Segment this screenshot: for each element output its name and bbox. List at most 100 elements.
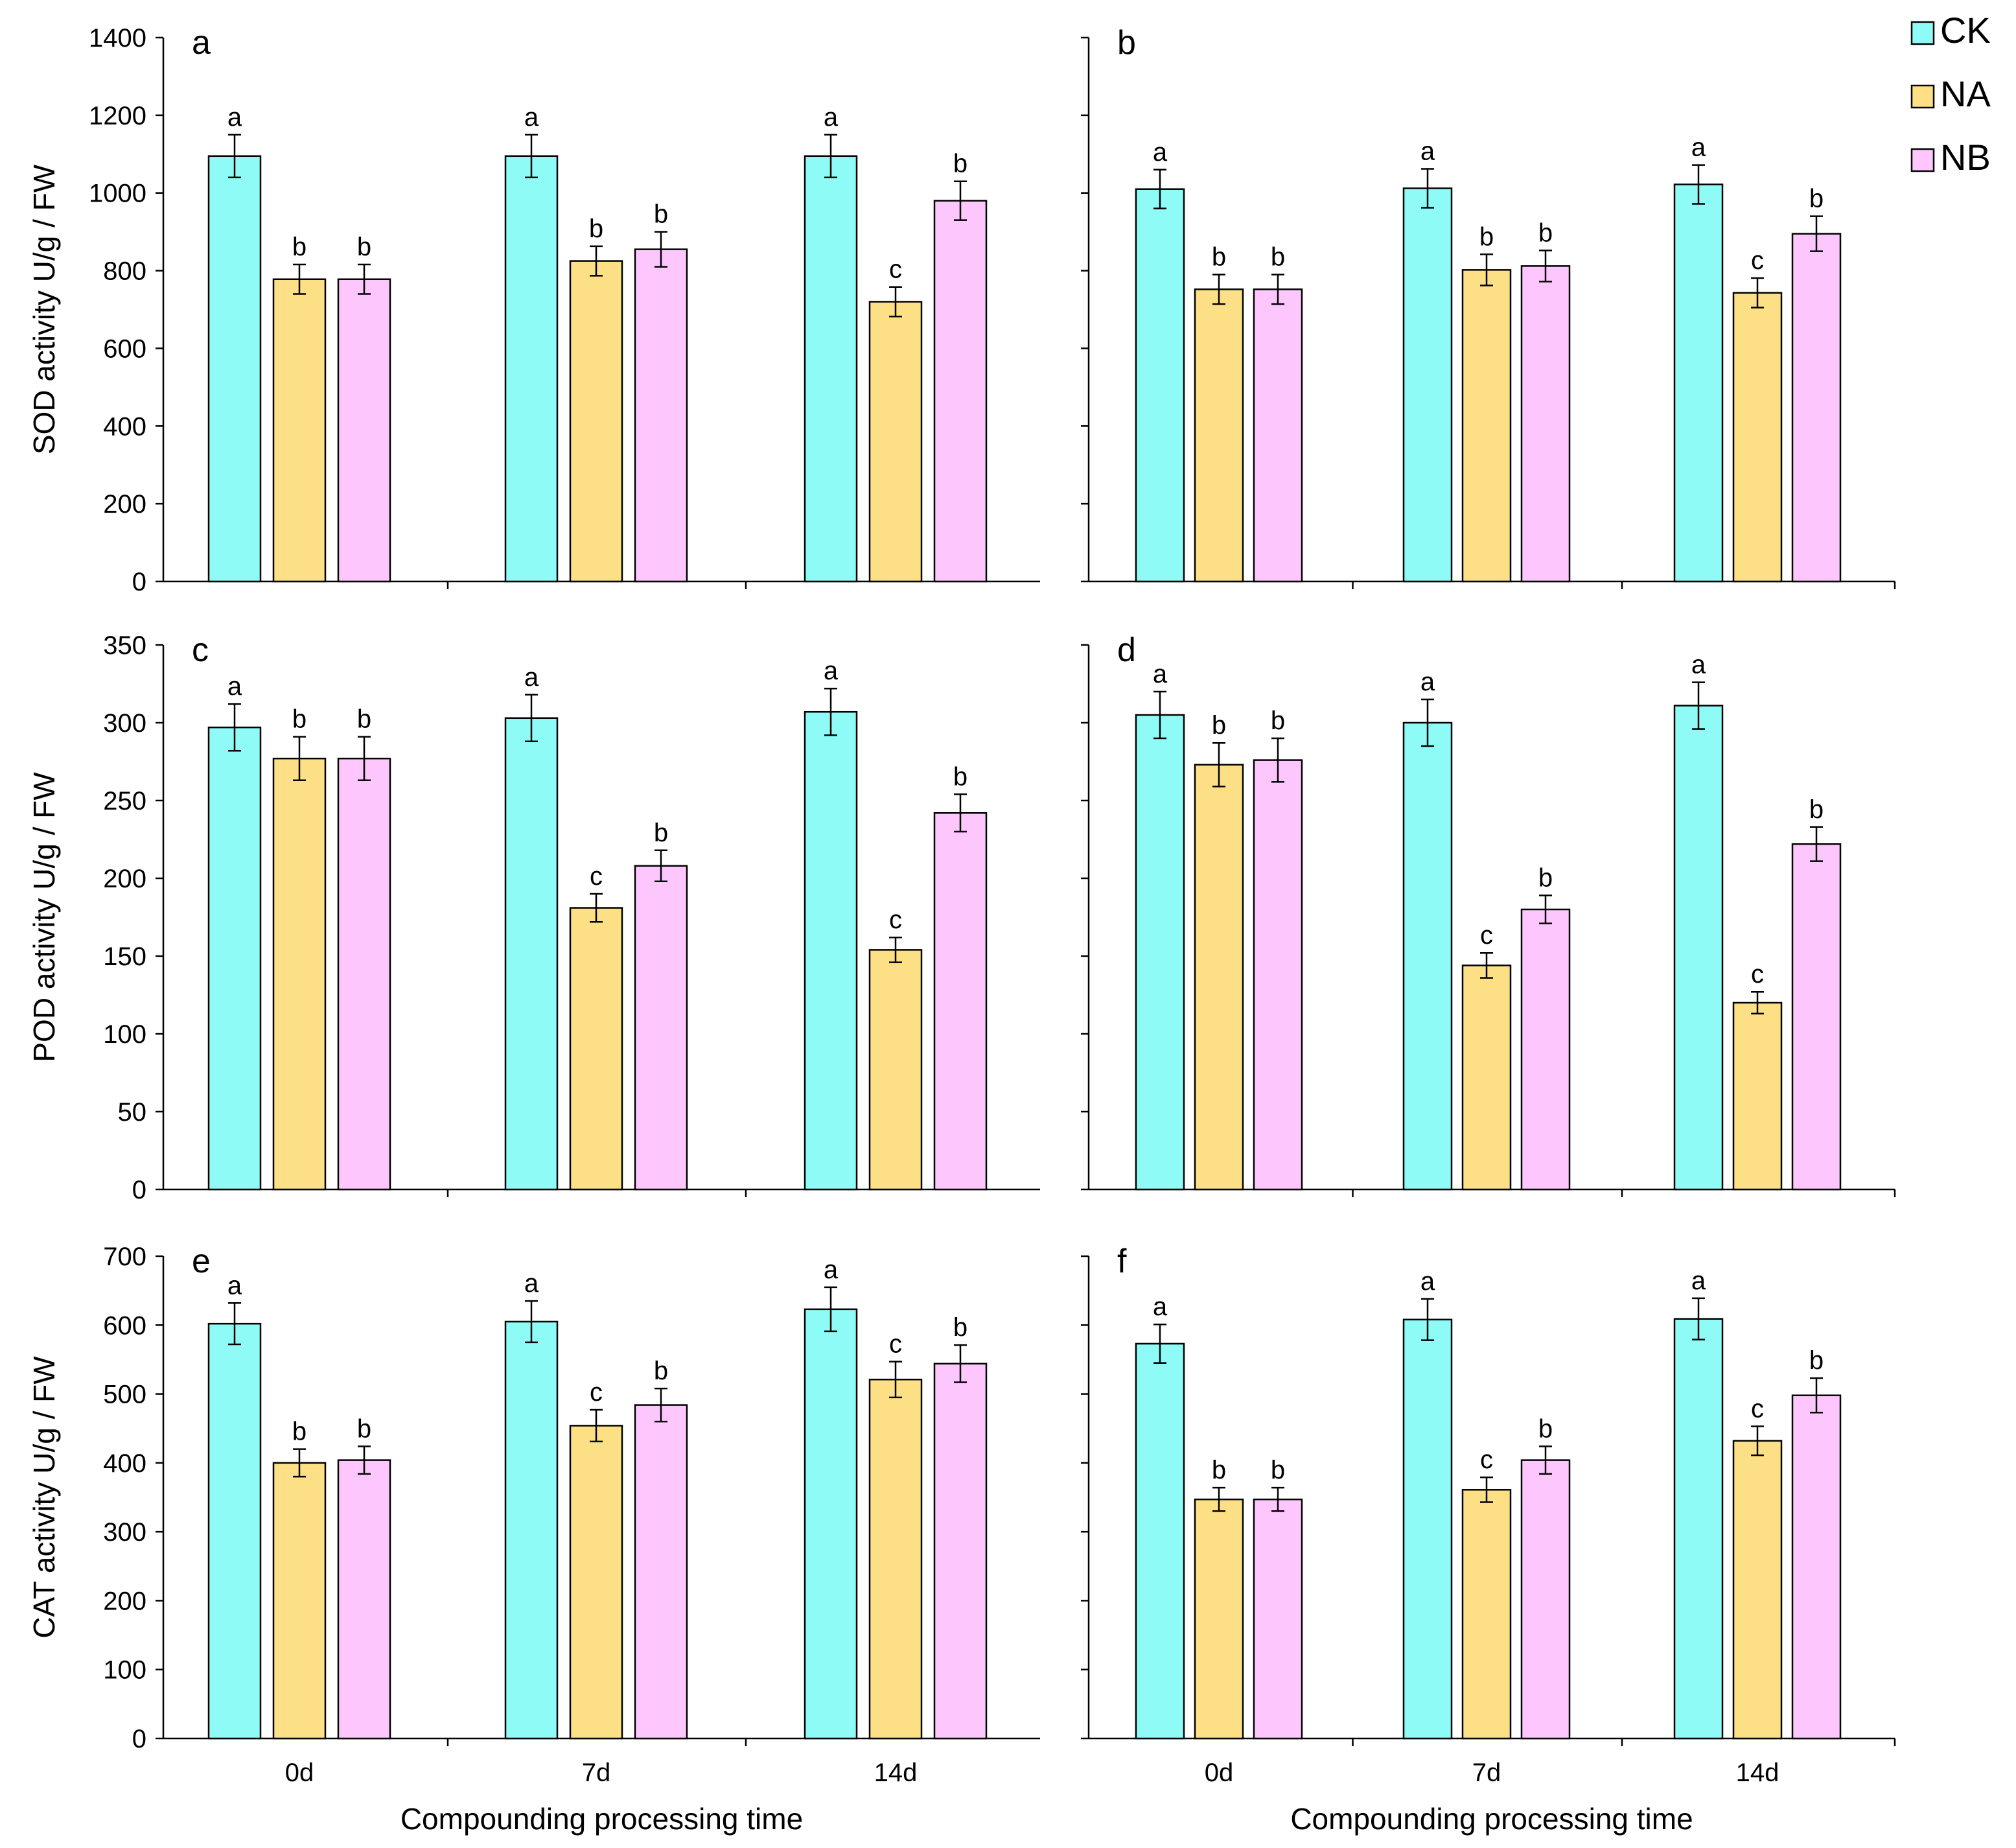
significance-letter: b <box>1271 1456 1285 1484</box>
bar-nb-14d <box>933 812 988 1191</box>
bar-nb-7d <box>1520 908 1571 1191</box>
y-tick-label: 700 <box>103 1243 146 1271</box>
error-bar <box>1421 698 1434 747</box>
panel-c: 0 50 100 150 200 250 300 350 POD activity U/g / … <box>27 631 1040 1204</box>
significance-letter: b <box>357 705 371 734</box>
significance-letter: b <box>292 1418 307 1446</box>
error-bar <box>1212 274 1225 305</box>
bar-na-14d <box>868 301 923 583</box>
bar-na-7d <box>1461 965 1512 1191</box>
significance-letter: a <box>1691 134 1706 162</box>
bar-na-0d <box>272 278 327 583</box>
significance-letter: a <box>824 657 839 685</box>
bar-ck-14d <box>1673 1318 1724 1740</box>
error-bar <box>1271 737 1284 783</box>
y-tick-label: 400 <box>103 1449 146 1478</box>
significance-letter: a <box>1691 651 1706 679</box>
error-bar <box>1480 1476 1493 1503</box>
bar-nb-0d <box>1253 759 1303 1191</box>
legend-swatch <box>1910 84 1935 109</box>
bar-ck-7d <box>1402 1318 1453 1740</box>
bar-na-14d <box>1732 1440 1783 1740</box>
bar-ck-14d <box>804 155 858 583</box>
error-bar <box>590 1409 603 1443</box>
significance-letter: c <box>889 1330 902 1359</box>
error-bar <box>293 263 306 295</box>
y-tick-label: 500 <box>103 1381 146 1409</box>
bar-na-7d <box>569 1425 623 1740</box>
y-tick-label: 0 <box>132 1725 146 1753</box>
significance-letter: b <box>953 1313 967 1342</box>
significance-letter: c <box>889 255 902 284</box>
significance-letter: b <box>654 1357 668 1385</box>
significance-letter: c <box>1751 246 1764 275</box>
error-bar <box>590 245 603 277</box>
bar-ck-7d <box>504 155 559 583</box>
x-axis-title: Compounding processing time <box>1290 1802 1693 1836</box>
significance-letter: b <box>1212 711 1226 740</box>
y-tick-label: 350 <box>103 631 146 660</box>
significance-letter: b <box>589 215 603 243</box>
legend-label: NB <box>1940 137 1991 178</box>
error-bar <box>1751 1425 1764 1456</box>
x-tick-label: 14d <box>1736 1759 1779 1787</box>
significance-letter: a <box>1153 138 1168 167</box>
significance-letter: c <box>1751 960 1764 988</box>
bar-nb-7d <box>634 248 688 583</box>
bar-ck-0d <box>1135 714 1185 1191</box>
error-bar <box>824 687 837 736</box>
error-bar <box>1539 1445 1552 1475</box>
error-bar <box>1212 742 1225 788</box>
y-tick-label: 1200 <box>89 102 146 130</box>
error-bar <box>889 1361 902 1399</box>
error-bar <box>1539 250 1552 283</box>
y-tick-label: 200 <box>103 490 146 519</box>
bar-nb-14d <box>933 1363 988 1740</box>
y-tick-label: 800 <box>103 257 146 286</box>
error-bar <box>1421 168 1434 209</box>
bar-ck-14d <box>804 710 858 1191</box>
error-bar <box>1810 1377 1823 1414</box>
error-bar <box>1810 826 1823 862</box>
error-bar <box>525 134 538 178</box>
y-axis-title: SOD activity U/g / FW <box>27 164 61 454</box>
bar-na-0d <box>1194 1498 1244 1740</box>
bar-ck-7d <box>1402 187 1453 583</box>
y-tick-label: 600 <box>103 1311 146 1340</box>
error-bar <box>1751 277 1764 309</box>
bar-nb-7d <box>634 1404 688 1740</box>
legend-label: NA <box>1940 73 1991 114</box>
significance-letter: b <box>1271 243 1285 272</box>
significance-letter: a <box>524 1269 539 1298</box>
bar-na-7d <box>569 260 623 583</box>
significance-letter: a <box>524 103 539 132</box>
significance-letter: b <box>1479 222 1494 251</box>
y-tick-label: 0 <box>132 568 146 596</box>
y-tick-label: 50 <box>118 1098 147 1127</box>
error-bar <box>655 1387 667 1423</box>
y-tick-label: 400 <box>103 412 146 441</box>
bar-na-14d <box>868 949 923 1191</box>
bar-na-14d <box>1732 292 1783 583</box>
bar-na-14d <box>868 1379 923 1740</box>
panel-label: e <box>192 1243 211 1280</box>
bar-ck-14d <box>1673 183 1724 583</box>
bar-na-14d <box>1732 1001 1783 1191</box>
error-bar <box>358 736 371 782</box>
bar-nb-0d <box>337 757 391 1191</box>
bar-na-0d <box>272 1462 327 1740</box>
significance-letter: b <box>1809 1346 1824 1375</box>
significance-letter: a <box>1420 1267 1435 1296</box>
bar-ck-0d <box>1135 188 1185 583</box>
significance-letter: b <box>1809 795 1824 824</box>
error-bar <box>1480 952 1493 979</box>
significance-letter: a <box>524 663 539 692</box>
bar-nb-0d <box>337 1459 391 1740</box>
bar-nb-14d <box>1791 233 1842 583</box>
bar-ck-0d <box>207 726 262 1191</box>
bar-nb-0d <box>1253 288 1303 583</box>
bar-ck-0d <box>207 1322 262 1740</box>
bar-na-7d <box>1461 269 1512 583</box>
error-bar <box>590 893 603 923</box>
